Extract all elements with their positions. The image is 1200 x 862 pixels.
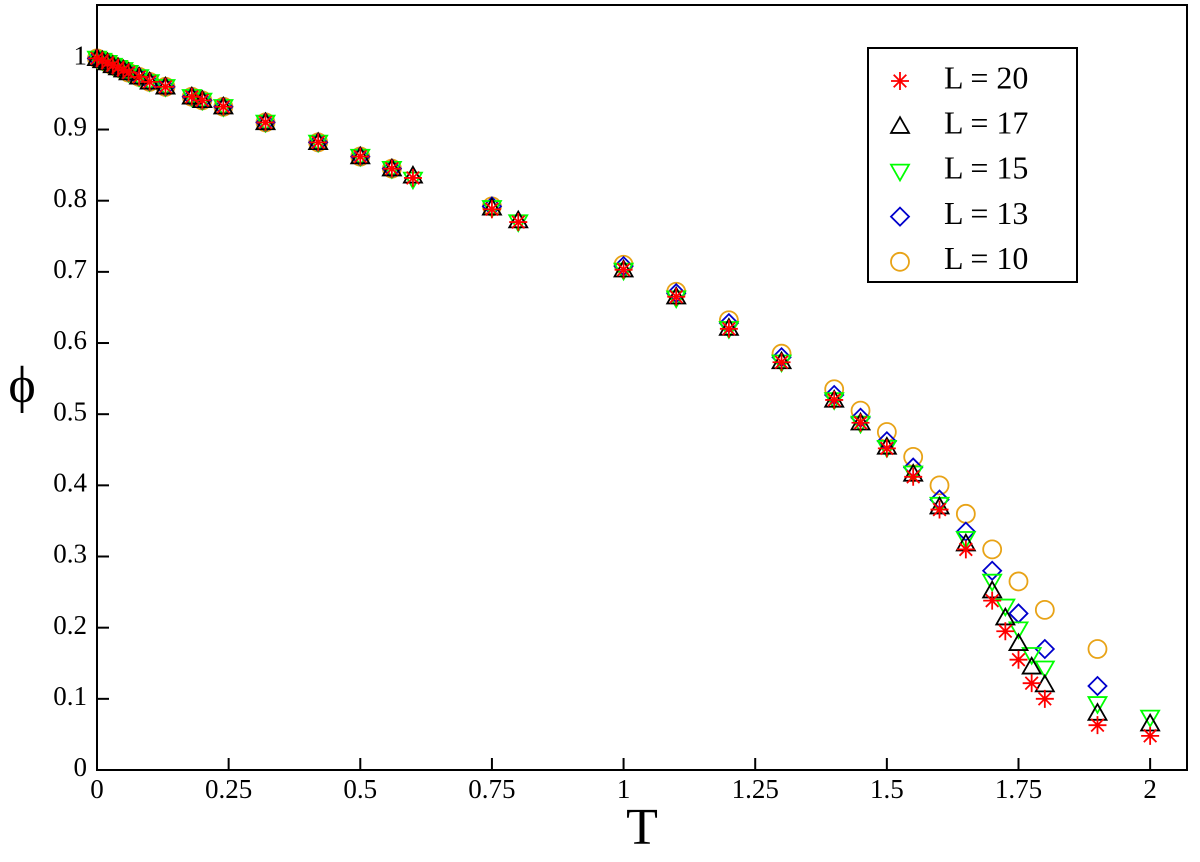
data-point <box>955 503 976 524</box>
legend-label: L = 20 <box>944 59 1028 95</box>
legend-label: L = 17 <box>944 105 1028 141</box>
legend-marker <box>889 206 911 227</box>
data-point <box>982 539 1003 560</box>
legend-marker <box>889 163 911 183</box>
data-point <box>1141 726 1160 745</box>
data-point <box>1086 696 1109 715</box>
data-point <box>1088 716 1107 735</box>
x-tick-label: 1.5 <box>870 774 904 804</box>
data-point <box>994 598 1016 618</box>
data-point <box>156 77 175 96</box>
data-point <box>1007 621 1030 640</box>
data-point <box>904 467 923 486</box>
data-point <box>214 97 233 116</box>
y-tick-label: 0.3 <box>53 539 87 569</box>
data-point <box>482 200 501 219</box>
legend-box <box>867 47 1078 283</box>
data-point <box>109 58 128 77</box>
data-point <box>1087 675 1108 697</box>
data-point <box>1021 647 1043 666</box>
data-point <box>851 413 870 432</box>
y-tick-label: 0.5 <box>53 396 87 426</box>
data-point <box>130 67 149 86</box>
x-tick-label: 1 <box>617 774 631 804</box>
data-point <box>956 540 975 559</box>
data-point <box>114 60 133 79</box>
data-point <box>930 500 949 519</box>
data-point <box>981 560 1003 582</box>
data-point <box>1022 674 1041 693</box>
x-tick-label: 0.5 <box>343 774 377 804</box>
data-point <box>88 49 106 68</box>
y-tick-label: 1 <box>74 41 88 71</box>
data-point <box>93 51 112 70</box>
y-tick-label: 0.9 <box>53 112 87 142</box>
data-point <box>182 87 201 106</box>
data-point <box>1007 632 1030 651</box>
data-point <box>667 287 686 306</box>
y-tick-label: 0 <box>74 752 88 782</box>
data-point <box>983 591 1002 610</box>
data-point <box>403 168 422 187</box>
x-tick-label: 1.25 <box>732 774 779 804</box>
y-tick-label: 0.4 <box>53 468 87 498</box>
y-tick-label: 0.7 <box>53 254 87 284</box>
plot-frame <box>96 4 1188 771</box>
data-point <box>119 63 138 82</box>
data-point <box>103 56 122 75</box>
data-point <box>1034 660 1056 680</box>
legend-marker <box>891 72 909 90</box>
x-tick-label: 1.75 <box>995 774 1042 804</box>
y-tick-label: 0.1 <box>53 681 87 711</box>
y-tick-label: 0.2 <box>53 610 87 640</box>
data-point <box>382 159 401 178</box>
data-point <box>351 147 370 166</box>
data-point <box>1139 709 1161 729</box>
legend-label: L = 10 <box>944 240 1028 276</box>
data-point <box>719 319 738 338</box>
y-tick-label: 0.6 <box>53 325 87 355</box>
data-point <box>98 53 117 72</box>
y-axis-label: ϕ <box>8 357 35 414</box>
data-point <box>1008 571 1029 592</box>
data-point <box>996 622 1015 641</box>
data-point <box>614 260 633 279</box>
data-point <box>1087 639 1108 659</box>
data-point <box>876 422 897 442</box>
data-point <box>929 475 950 496</box>
legend-label: L = 15 <box>944 150 1028 186</box>
x-tick-label: 2 <box>1143 774 1157 804</box>
data-point <box>309 133 328 152</box>
data-point <box>981 573 1003 593</box>
legend-label: L = 13 <box>944 195 1028 231</box>
legend-marker <box>889 115 911 134</box>
legend-marker <box>890 251 910 272</box>
data-point <box>256 113 275 132</box>
x-tick-label: 0.25 <box>205 774 252 804</box>
data-point <box>1021 655 1043 675</box>
x-tick-label: 0.75 <box>468 774 515 804</box>
x-tick-label: 0 <box>90 774 104 804</box>
x-axis-label: T <box>626 799 658 856</box>
data-point <box>1034 599 1055 620</box>
data-point <box>877 439 896 458</box>
data-point <box>140 72 159 91</box>
data-point <box>772 353 791 372</box>
data-point <box>1009 650 1028 669</box>
data-point <box>193 91 212 110</box>
data-point <box>824 379 845 400</box>
y-tick-label: 0.8 <box>53 183 87 213</box>
data-point <box>825 390 844 409</box>
data-point <box>1034 638 1056 660</box>
data-point <box>955 531 977 550</box>
data-point <box>1035 689 1054 708</box>
data-point <box>509 213 528 232</box>
